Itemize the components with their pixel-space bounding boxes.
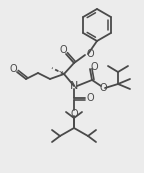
Text: N: N (70, 81, 78, 91)
Text: O: O (9, 64, 17, 74)
Text: O: O (70, 109, 78, 119)
Text: O: O (86, 93, 94, 103)
Text: ···: ··· (58, 69, 64, 75)
Text: O: O (59, 45, 67, 55)
Text: O: O (86, 49, 94, 59)
Text: O: O (90, 62, 98, 72)
Text: O: O (99, 83, 107, 93)
